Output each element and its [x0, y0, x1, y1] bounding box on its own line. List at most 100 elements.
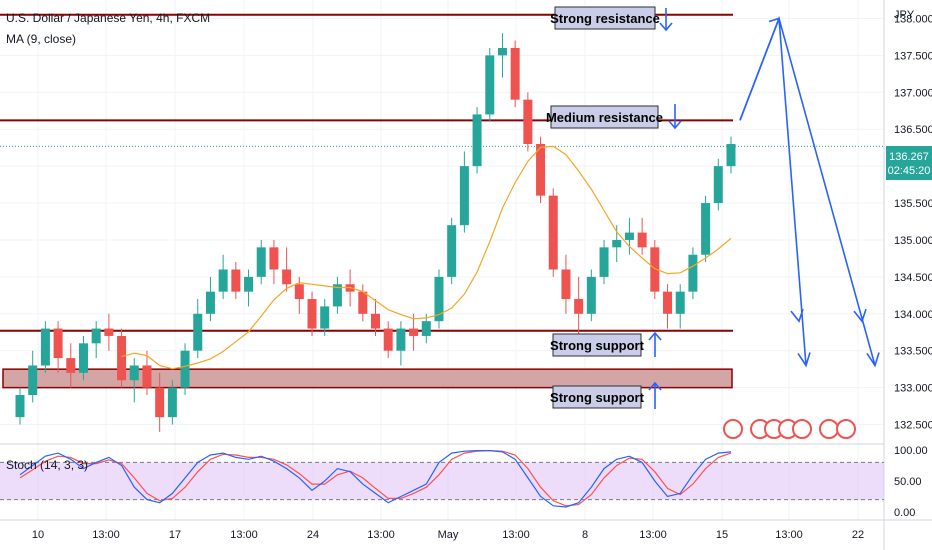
candle-body: [180, 350, 190, 388]
candle-body: [447, 225, 457, 277]
candle-body: [282, 269, 292, 285]
candle-body: [28, 365, 38, 396]
currency-label: JPY: [894, 9, 915, 21]
candle-body: [612, 239, 622, 248]
candle-body: [497, 47, 507, 56]
time-tick-label: 17: [169, 529, 181, 541]
candles: [15, 33, 736, 432]
candle-body: [155, 387, 165, 418]
stoch-tick-label: 0.00: [894, 507, 915, 519]
stoch-label: Stoch (14, 3, 3): [6, 458, 88, 472]
annotation-box: [552, 333, 642, 357]
price-badge-countdown: 02:45:20: [888, 165, 931, 177]
projection-arrowhead: [866, 352, 880, 368]
projections: [739, 15, 880, 368]
price-badge-value: 136.267: [889, 151, 929, 163]
annotation-strong-support-1: Strong support: [550, 331, 662, 357]
candle-body: [218, 269, 228, 292]
price-tick-label: 136.500: [894, 124, 932, 136]
time-tick-label: 10: [32, 529, 44, 541]
stoch-d-line: [19, 449, 732, 507]
us-flag-event-icon[interactable]: [836, 419, 856, 439]
candle-body: [434, 276, 444, 322]
annotation-boxes: Strong resistance Medium resistance Strong…: [546, 6, 682, 409]
price-tick-label: 134.000: [894, 309, 932, 321]
stoch-tick-label: 100.00: [894, 445, 928, 457]
candle-body: [675, 291, 685, 314]
candle-body: [421, 321, 431, 336]
annotation-box: [550, 105, 659, 129]
levels: [0, 13, 884, 389]
candle-body: [66, 358, 76, 373]
candle-body: [663, 291, 673, 314]
flash-event-icon[interactable]: [723, 419, 743, 439]
price-tick-label: 137.500: [894, 50, 932, 62]
event-dot-icon[interactable]: [792, 419, 812, 439]
time-tick-label: 13:00: [775, 529, 803, 541]
candle-body: [167, 387, 177, 418]
candle-body: [599, 247, 609, 277]
candle-body: [78, 343, 88, 373]
arrow-head: [668, 120, 682, 130]
time-tick-label: 8: [582, 529, 588, 541]
candle-body: [688, 254, 698, 292]
time-tick-label: 13:00: [639, 529, 667, 541]
candle-body: [650, 247, 660, 292]
candle-body: [472, 114, 482, 167]
symbol-title: U.S. Dollar / Japanese Yen, 4h, FXCM: [6, 11, 210, 25]
candle-body: [713, 166, 723, 204]
candle-body: [371, 313, 380, 329]
candle-body: [485, 55, 495, 115]
candle-body: [409, 328, 419, 336]
event-icons[interactable]: [723, 419, 856, 439]
price-badge: 136.267 02:45:20: [886, 146, 932, 180]
annotation-strong-resistance: Strong resistance: [550, 6, 673, 32]
candle-body: [701, 203, 711, 255]
candle-body: [574, 299, 584, 314]
candle-body: [91, 328, 101, 344]
event-dot-icon[interactable]: [819, 419, 839, 439]
candle-body: [269, 247, 279, 270]
annotation-label: Strong support: [550, 338, 645, 353]
candle-body: [332, 284, 342, 307]
price-axis: 138.000137.500137.000136.500136.000135.5…: [894, 13, 932, 431]
ma-line: [121, 145, 732, 370]
candle-body: [205, 291, 215, 314]
annotation-strong-support-2: Strong support: [550, 381, 662, 409]
candle-body: [561, 269, 571, 300]
stoch-band: [0, 462, 884, 500]
projection-arrowhead: [790, 308, 804, 323]
annotation-box: [554, 6, 656, 30]
time-tick-label: 13:00: [502, 529, 530, 541]
time-tick-label: May: [438, 529, 459, 541]
price-tick-label: 137.000: [894, 87, 932, 99]
projection-arrowhead: [797, 352, 811, 368]
candle-body: [586, 276, 596, 314]
candle-body: [536, 143, 546, 196]
time-tick-label: 13:00: [92, 529, 120, 541]
support-zone: [2, 368, 733, 389]
candle-body: [142, 365, 152, 388]
candle-body: [624, 232, 634, 240]
candle-body: [53, 328, 63, 359]
time-tick-label: 24: [307, 529, 319, 541]
time-tick-label: 13:00: [230, 529, 258, 541]
price-tick-label: 135.000: [894, 235, 932, 247]
candle-body: [510, 47, 520, 100]
projection-arrowhead: [853, 308, 867, 323]
candle-body: [104, 328, 114, 336]
candle-body: [726, 143, 736, 167]
annotation-box: [552, 385, 642, 409]
annotation-label: Strong resistance: [550, 11, 660, 26]
ma-label: MA (9, close): [6, 32, 76, 46]
price-tick-label: 133.500: [894, 346, 932, 358]
annotation-label: Strong support: [550, 390, 645, 405]
annotation-medium-resistance: Medium resistance: [546, 104, 682, 130]
candle-body: [40, 328, 50, 366]
price-tick-label: 135.500: [894, 198, 932, 210]
price-tick-label: 132.500: [894, 420, 932, 432]
time-axis: 10 13:00 17 13:00 24 13:00 May 13:00 8 13:00 15 13:…: [32, 529, 864, 541]
candle-body: [459, 166, 469, 226]
arrow-head: [648, 381, 662, 391]
price-tick-label: 138.000: [894, 13, 932, 25]
